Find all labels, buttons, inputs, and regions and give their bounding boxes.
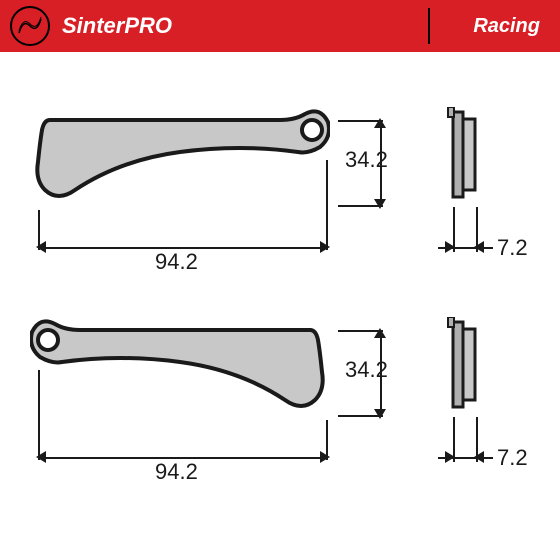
brake-pad-top-profile bbox=[445, 107, 485, 207]
diagram-area: 34.2 94.2 7.2 34.2 94.2 bbox=[0, 52, 560, 560]
header-divider bbox=[428, 8, 430, 44]
brake-pad-bottom bbox=[30, 312, 330, 427]
product-name: SinterPRO bbox=[62, 13, 172, 39]
brand-logo bbox=[10, 6, 50, 46]
brake-pad-top bbox=[30, 102, 330, 217]
header-bar: SinterPRO Racing bbox=[0, 0, 560, 52]
dim-width-top: 94.2 bbox=[155, 249, 198, 275]
dim-width-bottom: 94.2 bbox=[155, 459, 198, 485]
category-label: Racing bbox=[473, 15, 540, 38]
dim-height-bottom: 34.2 bbox=[345, 357, 388, 383]
dim-extension bbox=[38, 370, 40, 460]
dim-thickness-top: 7.2 bbox=[497, 235, 528, 261]
dim-thickness-bottom: 7.2 bbox=[497, 445, 528, 471]
dim-height-top: 34.2 bbox=[345, 147, 388, 173]
brake-pad-bottom-profile bbox=[445, 317, 485, 417]
dim-extension bbox=[326, 160, 328, 250]
